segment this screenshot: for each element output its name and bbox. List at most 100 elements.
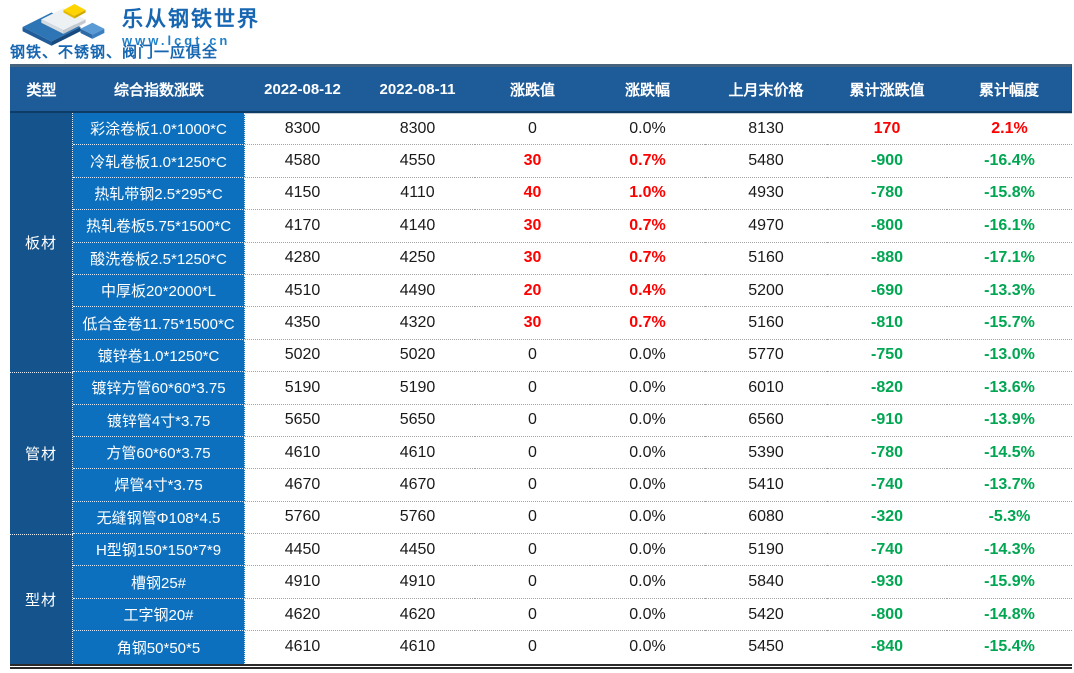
change-value: 0 xyxy=(475,437,590,470)
change-pct: 0.7% xyxy=(590,243,705,275)
table-header-row: 类型 综合指数涨跌 2022-08-12 2022-08-11 涨跌值 涨跌幅 上月末价格 累… xyxy=(10,64,1072,113)
price-current: 4350 xyxy=(245,307,360,340)
column-header-0: 类型 xyxy=(26,81,57,99)
price-prev: 4250 xyxy=(360,243,475,275)
brand-logo-icon xyxy=(22,4,105,46)
cum-change-pct: -14.3% xyxy=(947,534,1072,567)
category-label: 板材 xyxy=(10,113,73,373)
cum-change-pct: -5.3% xyxy=(947,502,1072,535)
column-header-7: 累计涨跌值 xyxy=(849,81,925,99)
cum-change-pct: -13.0% xyxy=(947,340,1072,373)
cum-change-pct: -14.5% xyxy=(947,437,1072,470)
last-month-price: 6010 xyxy=(705,372,827,405)
price-current: 5020 xyxy=(245,340,360,373)
last-month-price: 5420 xyxy=(705,599,827,632)
cum-change-pct: -13.7% xyxy=(947,469,1072,502)
cum-change-pct: -15.8% xyxy=(947,178,1072,211)
price-prev: 4910 xyxy=(360,566,475,599)
cum-change-value: -740 xyxy=(827,469,947,502)
change-value: 0 xyxy=(475,566,590,599)
change-value: 30 xyxy=(475,210,590,243)
cum-change-value: -780 xyxy=(827,437,947,470)
last-month-price: 4970 xyxy=(705,210,827,243)
product-name: 镀锌卷1.0*1250*C xyxy=(73,339,245,373)
cum-change-pct: -13.9% xyxy=(947,405,1072,437)
cum-change-value: -820 xyxy=(827,372,947,405)
last-month-price: 5390 xyxy=(705,437,827,470)
cum-change-value: -900 xyxy=(827,145,947,178)
cum-change-pct: -13.3% xyxy=(947,275,1072,308)
change-value: 0 xyxy=(475,113,590,146)
cum-change-pct: -13.6% xyxy=(947,372,1072,405)
product-name: 方管60*60*3.75 xyxy=(73,436,245,470)
last-month-price: 4930 xyxy=(705,178,827,211)
price-prev: 4620 xyxy=(360,599,475,632)
brand-tagline: 钢铁、不锈钢、阀门一应俱全 xyxy=(10,44,219,61)
price-current: 4910 xyxy=(245,566,360,599)
cum-change-value: -690 xyxy=(827,275,947,308)
price-current: 4610 xyxy=(245,437,360,470)
cum-change-value: -880 xyxy=(827,243,947,275)
price-current: 4620 xyxy=(245,599,360,632)
column-header-4: 涨跌值 xyxy=(509,81,555,99)
product-name: 低合金卷11.75*1500*C xyxy=(73,307,245,340)
price-prev: 4550 xyxy=(360,145,475,178)
price-prev: 4610 xyxy=(360,437,475,470)
product-name: 镀锌管4寸*3.75 xyxy=(73,404,245,437)
change-value: 30 xyxy=(475,145,590,178)
cum-change-pct: -17.1% xyxy=(947,243,1072,275)
change-value: 0 xyxy=(475,340,590,373)
price-prev: 4450 xyxy=(360,534,475,567)
product-name: 彩涂卷板1.0*1000*C xyxy=(73,113,245,146)
cum-change-value: -800 xyxy=(827,210,947,243)
cum-change-pct: 2.1% xyxy=(947,113,1072,146)
product-name: 酸洗卷板2.5*1250*C xyxy=(73,242,245,275)
cum-change-pct: -14.8% xyxy=(947,599,1072,632)
change-pct: 0.0% xyxy=(590,566,705,599)
change-value: 40 xyxy=(475,178,590,211)
change-pct: 1.0% xyxy=(590,178,705,211)
price-current: 4610 xyxy=(284,638,321,656)
cum-change-value: -780 xyxy=(827,178,947,211)
change-pct: 0.7% xyxy=(590,307,705,340)
last-month-price: 6080 xyxy=(705,502,827,535)
price-current: 4170 xyxy=(245,210,360,243)
change-pct: 0.7% xyxy=(590,210,705,243)
price-current: 4280 xyxy=(245,243,360,275)
last-month-price: 5480 xyxy=(705,145,827,178)
change-pct: 0.0% xyxy=(590,534,705,567)
price-current: 4150 xyxy=(245,178,360,211)
cum-change-pct: -16.1% xyxy=(947,210,1072,243)
brand-url[interactable]: www.lcgt.cn xyxy=(122,33,231,49)
change-value: 30 xyxy=(475,243,590,275)
change-pct: 0.0% xyxy=(590,340,705,373)
change-pct: 0.0% xyxy=(629,638,666,656)
product-name: 工字钢20# xyxy=(73,598,245,632)
cum-change-value: -740 xyxy=(827,534,947,567)
cum-change-pct: -15.4% xyxy=(984,638,1035,656)
last-month-price: 8130 xyxy=(705,113,827,146)
price-current: 4580 xyxy=(245,145,360,178)
product-name: 槽钢25# xyxy=(73,566,245,599)
change-pct: 0.0% xyxy=(590,437,705,470)
price-prev: 4140 xyxy=(360,210,475,243)
brand-header: 乐从钢铁世界 www.lcgt.cn 钢铁、不锈钢、阀门一应俱全 xyxy=(0,0,1074,64)
change-value: 0 xyxy=(528,638,537,656)
change-pct: 0.7% xyxy=(590,145,705,178)
product-name: 焊管4寸*3.75 xyxy=(73,469,245,502)
last-month-price: 5160 xyxy=(705,243,827,275)
product-name: 角钢50*50*5 xyxy=(73,631,245,664)
change-value: 0 xyxy=(475,469,590,502)
price-current: 5190 xyxy=(245,372,360,405)
change-value: 0 xyxy=(475,372,590,405)
cum-change-value: -930 xyxy=(827,566,947,599)
product-name: 热轧卷板5.75*1500*C xyxy=(73,210,245,243)
change-pct: 0.0% xyxy=(590,405,705,437)
product-name: 热轧带钢2.5*295*C xyxy=(73,177,245,211)
last-month-price: 5840 xyxy=(705,566,827,599)
column-header-3: 2022-08-11 xyxy=(379,80,456,98)
change-pct: 0.0% xyxy=(590,502,705,535)
column-header-8: 累计幅度 xyxy=(978,81,1039,99)
price-current: 4450 xyxy=(245,534,360,567)
change-pct: 0.0% xyxy=(590,599,705,632)
